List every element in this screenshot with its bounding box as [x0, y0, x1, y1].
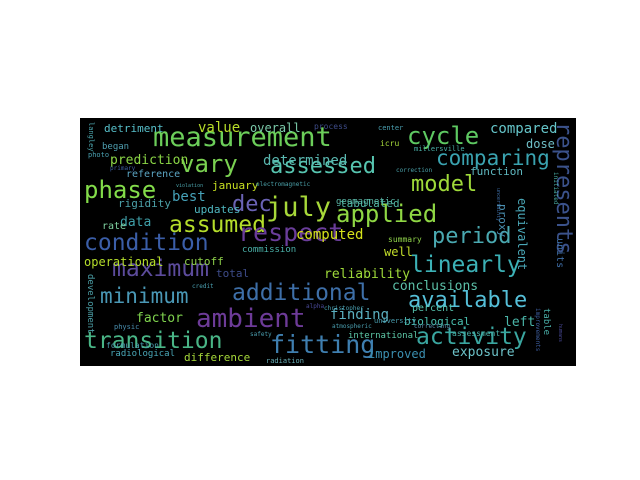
word-well: well	[384, 245, 413, 259]
word-assessment: assessment	[452, 329, 501, 338]
word-radiological: radiological	[110, 349, 176, 359]
word-uncertainty: uncertainty	[495, 188, 501, 222]
word-primary: primary	[110, 165, 136, 172]
word-applied: applied	[336, 200, 438, 228]
word-assessed: assessed	[270, 154, 376, 179]
word-function: function	[470, 165, 523, 178]
word-millersville: millersville	[414, 145, 465, 153]
word-improved: improved	[368, 347, 426, 361]
word-available: available	[408, 288, 528, 313]
word-radiation: radiation	[266, 357, 304, 365]
word-correction: correction	[396, 167, 433, 174]
word-geomagnetic: geomagnetic	[336, 197, 396, 207]
word-units: units	[554, 238, 565, 269]
word-linearly: linearly	[410, 252, 521, 278]
word-cycle: cycle	[407, 122, 480, 150]
word-dose: dose	[526, 137, 555, 151]
word-atmospheric: atmospheric	[332, 323, 372, 330]
word-assumed: assumed	[169, 212, 266, 238]
word-transition: transition	[84, 328, 223, 354]
word-initiated: initiated	[552, 172, 559, 205]
word-minimum: minimum	[100, 284, 189, 308]
word-detriment: detriment	[104, 122, 164, 135]
word-percent: percent	[412, 303, 455, 314]
word-tabulated: tabulated	[340, 197, 400, 210]
word-reliability: reliability	[324, 267, 411, 282]
word-overall: overall	[250, 121, 301, 135]
word-photo: photo	[88, 151, 110, 159]
word-respect: respect	[238, 218, 344, 247]
word-compared: compared	[490, 121, 558, 137]
word-value: value	[198, 120, 241, 136]
word-university: university	[374, 317, 417, 325]
word-development: development	[85, 274, 95, 334]
word-improvements: improvements	[534, 308, 541, 352]
word-alpha: alpha	[306, 303, 325, 310]
word-data: data	[120, 215, 152, 230]
word-rigidity: rigidity	[118, 197, 171, 210]
word-table: table	[541, 308, 551, 336]
word-best: best	[172, 189, 206, 205]
word-determined: determined	[263, 153, 348, 169]
word-operational: operational	[84, 255, 164, 269]
word-finding: finding	[330, 307, 390, 323]
word-langley: langley	[87, 122, 95, 152]
word-christopher: christopher	[324, 305, 364, 312]
word-exposure: exposure	[452, 345, 515, 360]
word-ambient: ambient	[196, 304, 306, 334]
word-icru: icru	[380, 139, 400, 148]
word-humans: humans	[557, 324, 563, 343]
word-phase: phase	[84, 176, 157, 204]
word-maximum: maximum	[112, 256, 209, 282]
word-began: began	[102, 142, 130, 152]
word-computed: computed	[296, 227, 364, 243]
word-violation: violation	[176, 183, 204, 189]
word-july: july	[266, 192, 332, 223]
word-period: period	[432, 224, 512, 249]
word-physic: physic	[114, 323, 140, 331]
word-total: total	[216, 267, 250, 280]
word-january: january	[212, 179, 259, 192]
word-activity: activity	[416, 324, 527, 350]
word-summary: summary	[388, 235, 422, 244]
word-correcting: correcting	[414, 323, 451, 330]
word-prediction: prediction	[110, 153, 189, 168]
word-comparing: comparing	[436, 146, 550, 170]
word-rate: rate	[102, 221, 127, 232]
word-conclusions: conclusions	[392, 279, 479, 294]
word-dec: dec	[232, 192, 272, 217]
word-process: process	[314, 122, 348, 131]
word-cutoff: cutoff	[184, 255, 224, 268]
word-fitting: fitting	[270, 330, 376, 359]
word-left: left	[504, 315, 536, 330]
word-electromagnetic: electromagnetic	[256, 181, 311, 188]
word-equivalent: equivalent	[515, 198, 529, 271]
word-vary: vary	[180, 150, 238, 178]
word-measurement: measurement	[153, 122, 332, 153]
word-formulation: formulation	[106, 341, 159, 350]
word-biological: biological	[404, 315, 471, 328]
word-reference: reference	[126, 169, 181, 180]
word-condition: condition	[84, 230, 209, 256]
word-difference: difference	[184, 351, 251, 364]
word-updates: updates	[194, 203, 241, 216]
word-model: model	[411, 172, 478, 197]
word-factor: factor	[136, 311, 183, 326]
word-additional: additional	[232, 280, 371, 306]
word-center: center	[378, 124, 404, 132]
word-cloud: measurement cycle compared vary assessed…	[80, 118, 576, 366]
word-international: international	[348, 331, 419, 341]
word-credit: credit	[192, 283, 214, 290]
word-commission: commission	[242, 245, 297, 255]
word-safety: safety	[250, 331, 272, 338]
